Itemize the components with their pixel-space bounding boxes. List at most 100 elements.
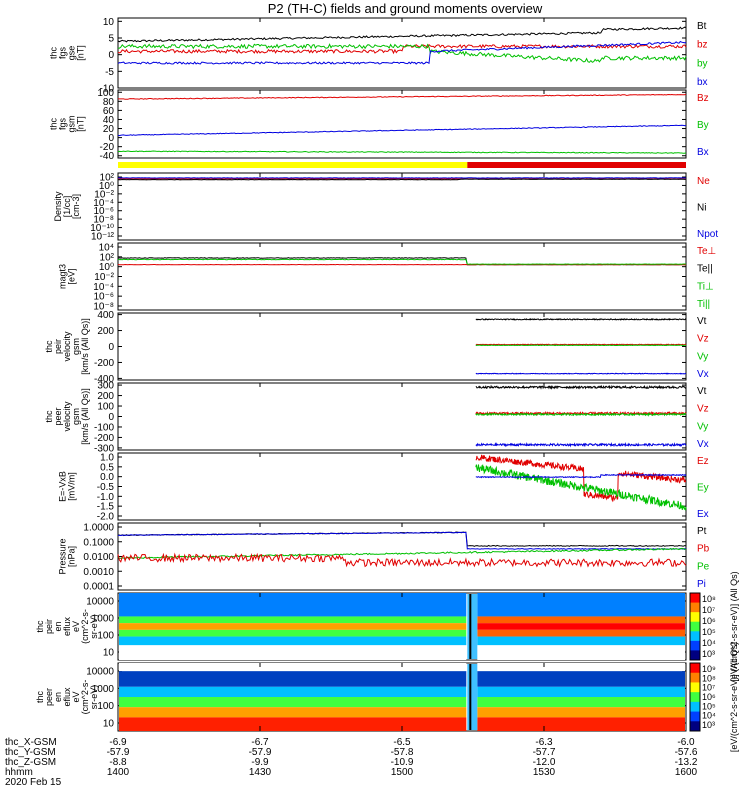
y-axis-label: [km/s (All Qs)] xyxy=(80,388,90,445)
y-axis-label: fgs xyxy=(58,47,68,60)
x-tick-label: -10.9 xyxy=(391,757,414,768)
x-tick-label: -8.8 xyxy=(109,757,127,768)
y-tick-label: 1.0000 xyxy=(83,523,114,534)
colorbar-tick-label: 10⁷ xyxy=(702,605,715,615)
series-line-Ez xyxy=(475,454,686,503)
colorbar-tick-label: 10⁶ xyxy=(702,692,716,702)
x-axis-row-label: hhmm xyxy=(5,767,33,778)
y-tick-label: 10⁻² xyxy=(94,189,114,200)
series-line-Ey xyxy=(475,464,687,511)
colorbar-tick-label: 10⁸ xyxy=(702,673,716,683)
y-tick-label: -0.5 xyxy=(97,482,115,493)
page-title: P2 (TH-C) fields and ground moments over… xyxy=(268,1,543,16)
colorbar-segment xyxy=(690,631,700,642)
y-tick-label: 0 xyxy=(108,133,114,144)
colorbar-segment xyxy=(690,650,700,661)
y-tick-label: -100 xyxy=(94,422,114,433)
legend-entry: Vx xyxy=(697,439,709,450)
spectrogram-band xyxy=(477,629,685,637)
legend-entry: Bt xyxy=(697,21,707,32)
y-tick-label: -300 xyxy=(94,443,114,454)
x-axis-row-label: thc_Y-GSM xyxy=(5,747,56,758)
y-tick-label: 10⁻⁴ xyxy=(93,282,114,293)
colorbar-segment xyxy=(690,621,700,632)
panel-frame xyxy=(117,17,687,89)
y-tick-label: 0.0001 xyxy=(83,582,114,593)
y-axis-label: [nPa] xyxy=(67,546,77,567)
y-tick-label: 0.1000 xyxy=(83,537,114,548)
spectrogram-band xyxy=(119,645,467,660)
y-tick-label: 5 xyxy=(108,34,114,45)
spectrogram-band xyxy=(477,636,685,646)
colorbar-segment xyxy=(690,682,700,693)
y-tick-label: -1.5 xyxy=(97,502,115,513)
y-tick-label: 300 xyxy=(97,381,114,392)
y-axis-label: [eV] xyxy=(67,268,77,284)
x-tick-label: -6.0 xyxy=(677,737,695,748)
colorbar-label: [eV/(cm^2-s-sr-eV)] (All Qs) xyxy=(729,571,739,681)
y-axis-label: eflux xyxy=(62,687,72,707)
y-axis-label: en xyxy=(53,692,63,702)
colorbar-tick-label: 10⁴ xyxy=(702,638,716,648)
y-tick-label: 1000 xyxy=(92,614,115,625)
legend-entry: Vt xyxy=(697,386,707,397)
colorbar-tick-label: 10⁵ xyxy=(702,627,716,637)
y-tick-label: 0 xyxy=(108,342,114,353)
y-tick-label: 10000 xyxy=(86,667,114,678)
spectrogram-band xyxy=(477,645,685,660)
y-tick-label: 10⁰ xyxy=(99,181,114,192)
legend-entry: Vt xyxy=(697,316,707,327)
colorbar-segment xyxy=(690,711,700,722)
y-axis-label: thc xyxy=(49,118,59,131)
mode-bar-fast-survey xyxy=(467,162,686,168)
mode-bar-slow-survey xyxy=(118,162,468,168)
series-line-Ni xyxy=(117,178,687,181)
series-line-Bx xyxy=(117,124,686,137)
series-line-Pb xyxy=(117,552,687,568)
spectrogram-band xyxy=(477,671,685,687)
y-axis-label: Density xyxy=(53,191,63,222)
y-tick-label: 40 xyxy=(103,115,115,126)
y-axis-label: [nT] xyxy=(76,45,86,61)
y-axis-label: gsm xyxy=(71,338,81,355)
colorbar-tick-label: 10⁸ xyxy=(702,594,716,604)
series-line-Vt xyxy=(475,318,687,321)
spectrogram-band xyxy=(119,707,467,718)
colorbar-label: [eV/(cm^2-s-sr-eV)] (All Qs) xyxy=(729,642,739,752)
x-tick-label: -6.7 xyxy=(251,737,269,748)
y-tick-label: 0 xyxy=(108,412,114,423)
spectrogram-band xyxy=(477,697,685,708)
series-line-Vy xyxy=(475,412,687,417)
y-tick-label: -20 xyxy=(100,142,115,153)
y-axis-label: [1/cc] xyxy=(62,196,72,218)
panel-3: Density [1/cc] [cm-3]10²10⁰10⁻²10⁻⁴10⁻⁶10⁻… xyxy=(53,172,718,243)
y-axis-label: sr-eV) xyxy=(89,685,99,710)
spectrogram-band xyxy=(119,663,467,672)
colorbar-tick-label: 10⁴ xyxy=(702,711,716,721)
panel-frame xyxy=(117,242,687,311)
y-axis-label: gsm xyxy=(67,115,77,132)
x-tick-label: -12.0 xyxy=(533,757,556,768)
spectrogram-band xyxy=(119,593,467,617)
y-tick-label: 10⁻¹² xyxy=(91,232,115,243)
y-tick-label: 10⁻⁸ xyxy=(93,302,114,313)
y-tick-label: 10² xyxy=(100,252,115,263)
y-axis-label: peer xyxy=(44,688,54,706)
colorbar-segment xyxy=(690,663,700,674)
legend-entry: Ez xyxy=(697,456,709,467)
colorbar-segment xyxy=(690,640,700,651)
y-tick-label: 10 xyxy=(103,648,115,659)
legend-entry: Pt xyxy=(697,526,707,537)
series-line-Pi xyxy=(118,531,687,550)
y-tick-label: 10⁻⁸ xyxy=(93,215,114,226)
spectrogram-band xyxy=(119,636,467,646)
legend-entry: Bx xyxy=(697,147,709,158)
colorbar-frame xyxy=(689,592,701,661)
y-axis-label: en xyxy=(53,621,63,631)
colorbar-tick-label: 10⁹ xyxy=(702,664,716,674)
x-tick-label: -57.6 xyxy=(675,747,698,758)
series-line-Vx xyxy=(475,372,687,375)
y-tick-label: 10⁻¹⁰ xyxy=(90,223,114,234)
x-tick-label: -57.9 xyxy=(249,747,272,758)
